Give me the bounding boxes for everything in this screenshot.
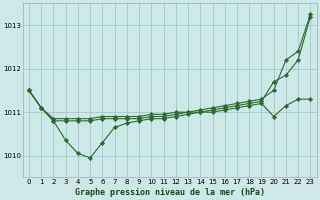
X-axis label: Graphe pression niveau de la mer (hPa): Graphe pression niveau de la mer (hPa) xyxy=(75,188,265,197)
